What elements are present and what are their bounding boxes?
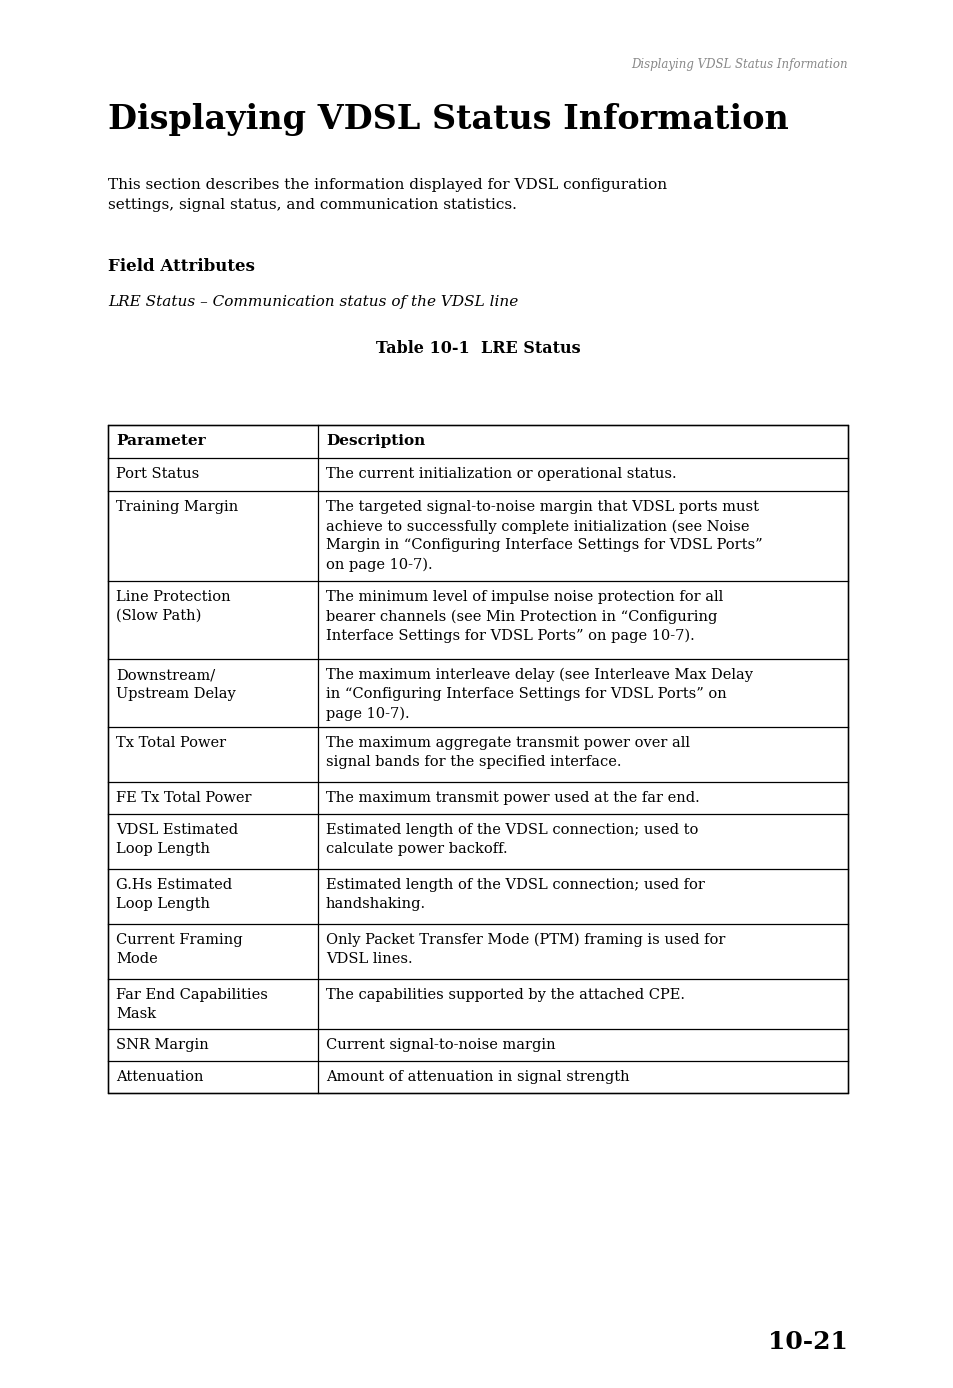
Text: Line Protection
(Slow Path): Line Protection (Slow Path): [116, 590, 231, 623]
Text: Parameter: Parameter: [116, 434, 206, 448]
Text: Displaying VDSL Status Information: Displaying VDSL Status Information: [631, 58, 847, 71]
Text: Downstream/
Upstream Delay: Downstream/ Upstream Delay: [116, 668, 235, 701]
Text: Port Status: Port Status: [116, 466, 199, 482]
Text: Attenuation: Attenuation: [116, 1070, 203, 1084]
Text: settings, signal status, and communication statistics.: settings, signal status, and communicati…: [108, 198, 517, 212]
Text: The capabilities supported by the attached CPE.: The capabilities supported by the attach…: [326, 988, 684, 1002]
Text: The maximum transmit power used at the far end.: The maximum transmit power used at the f…: [326, 791, 699, 805]
Text: The maximum interleave delay (see Interleave Max Delay
in “Configuring Interface: The maximum interleave delay (see Interl…: [326, 668, 752, 720]
Text: FE Tx Total Power: FE Tx Total Power: [116, 791, 252, 805]
Text: Table 10-1  LRE Status: Table 10-1 LRE Status: [375, 340, 579, 357]
Text: Only Packet Transfer Mode (PTM) framing is used for
VDSL lines.: Only Packet Transfer Mode (PTM) framing …: [326, 933, 724, 966]
Text: The minimum level of impulse noise protection for all
bearer channels (see Min P: The minimum level of impulse noise prote…: [326, 590, 722, 643]
Text: SNR Margin: SNR Margin: [116, 1038, 209, 1052]
Text: Estimated length of the VDSL connection; used for
handshaking.: Estimated length of the VDSL connection;…: [326, 879, 704, 911]
Text: Current Framing
Mode: Current Framing Mode: [116, 933, 242, 966]
Text: Displaying VDSL Status Information: Displaying VDSL Status Information: [108, 103, 788, 136]
Text: 10-21: 10-21: [767, 1330, 847, 1355]
Text: The maximum aggregate transmit power over all
signal bands for the specified int: The maximum aggregate transmit power ove…: [326, 736, 689, 769]
Text: Field Attributes: Field Attributes: [108, 258, 254, 275]
Text: The current initialization or operational status.: The current initialization or operationa…: [326, 466, 676, 482]
Text: The targeted signal-to-noise margin that VDSL ports must
achieve to successfully: The targeted signal-to-noise margin that…: [326, 500, 761, 572]
Text: Estimated length of the VDSL connection; used to
calculate power backoff.: Estimated length of the VDSL connection;…: [326, 823, 698, 856]
Text: G.Hs Estimated
Loop Length: G.Hs Estimated Loop Length: [116, 879, 232, 911]
Text: Current signal-to-noise margin: Current signal-to-noise margin: [326, 1038, 555, 1052]
Text: Far End Capabilities
Mask: Far End Capabilities Mask: [116, 988, 268, 1022]
Text: LRE Status – Communication status of the VDSL line: LRE Status – Communication status of the…: [108, 296, 517, 310]
Text: This section describes the information displayed for VDSL configuration: This section describes the information d…: [108, 178, 666, 192]
Text: Description: Description: [326, 434, 425, 448]
Bar: [108, 425, 847, 1092]
Text: Training Margin: Training Margin: [116, 500, 238, 514]
Text: VDSL Estimated
Loop Length: VDSL Estimated Loop Length: [116, 823, 238, 856]
Text: Amount of attenuation in signal strength: Amount of attenuation in signal strength: [326, 1070, 629, 1084]
Text: Tx Total Power: Tx Total Power: [116, 736, 226, 750]
